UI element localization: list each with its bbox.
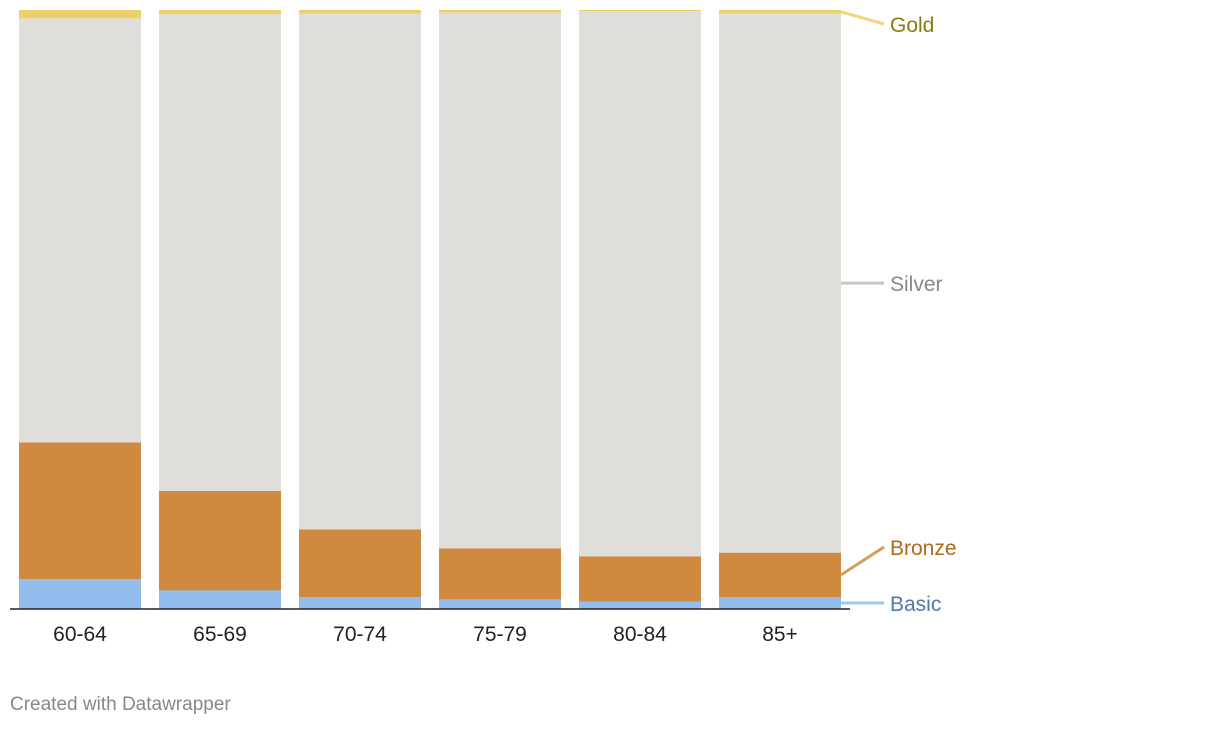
bar-silver-65-69	[159, 14, 281, 491]
footer-credit: Created with Datawrapper	[10, 694, 231, 715]
bars-group	[19, 10, 841, 609]
legend-connector-gold	[840, 10, 885, 26]
x-tick-label: 75-79	[473, 623, 527, 646]
bar-silver-75-79	[439, 12, 561, 549]
legend-label-gold: Gold	[890, 14, 934, 37]
bar-gold-75-79	[439, 10, 561, 13]
bar-gold-70-74	[299, 10, 421, 14]
legend-label-silver: Silver	[890, 273, 943, 296]
x-tick-label: 85+	[762, 623, 798, 646]
bar-bronze-75-79	[439, 548, 561, 600]
x-tick-label: 60-64	[53, 623, 107, 646]
bar-gold-60-64	[19, 10, 141, 19]
bar-basic-70-74	[299, 597, 421, 609]
bar-basic-60-64	[19, 579, 141, 609]
bar-basic-80-84	[579, 601, 701, 609]
x-tick-label: 70-74	[333, 623, 387, 646]
bar-silver-60-64	[19, 18, 141, 443]
bar-basic-85	[719, 597, 841, 609]
bar-silver-80-84	[579, 11, 701, 557]
x-tick-label: 65-69	[193, 623, 247, 646]
bar-silver-85	[719, 13, 841, 553]
bar-bronze-80-84	[579, 556, 701, 602]
bar-bronze-65-69	[159, 490, 281, 591]
bar-basic-75-79	[439, 599, 561, 609]
legend-label-bronze: Bronze	[890, 537, 957, 560]
x-tick-label: 80-84	[613, 623, 667, 646]
legend-connector-bronze	[840, 545, 885, 577]
bar-gold-85	[719, 10, 841, 14]
legend-label-basic: Basic	[890, 593, 941, 616]
bar-gold-65-69	[159, 10, 281, 15]
legend: Basic Bronze Silver Gold	[840, 10, 957, 616]
bar-bronze-85	[719, 552, 841, 598]
bar-bronze-60-64	[19, 442, 141, 580]
bar-bronze-70-74	[299, 529, 421, 598]
bar-gold-80-84	[579, 10, 701, 12]
bar-silver-70-74	[299, 13, 421, 530]
bar-basic-65-69	[159, 590, 281, 609]
x-axis-ticks: 60-64 65-69 70-74 75-79 80-84 85+	[53, 623, 798, 646]
